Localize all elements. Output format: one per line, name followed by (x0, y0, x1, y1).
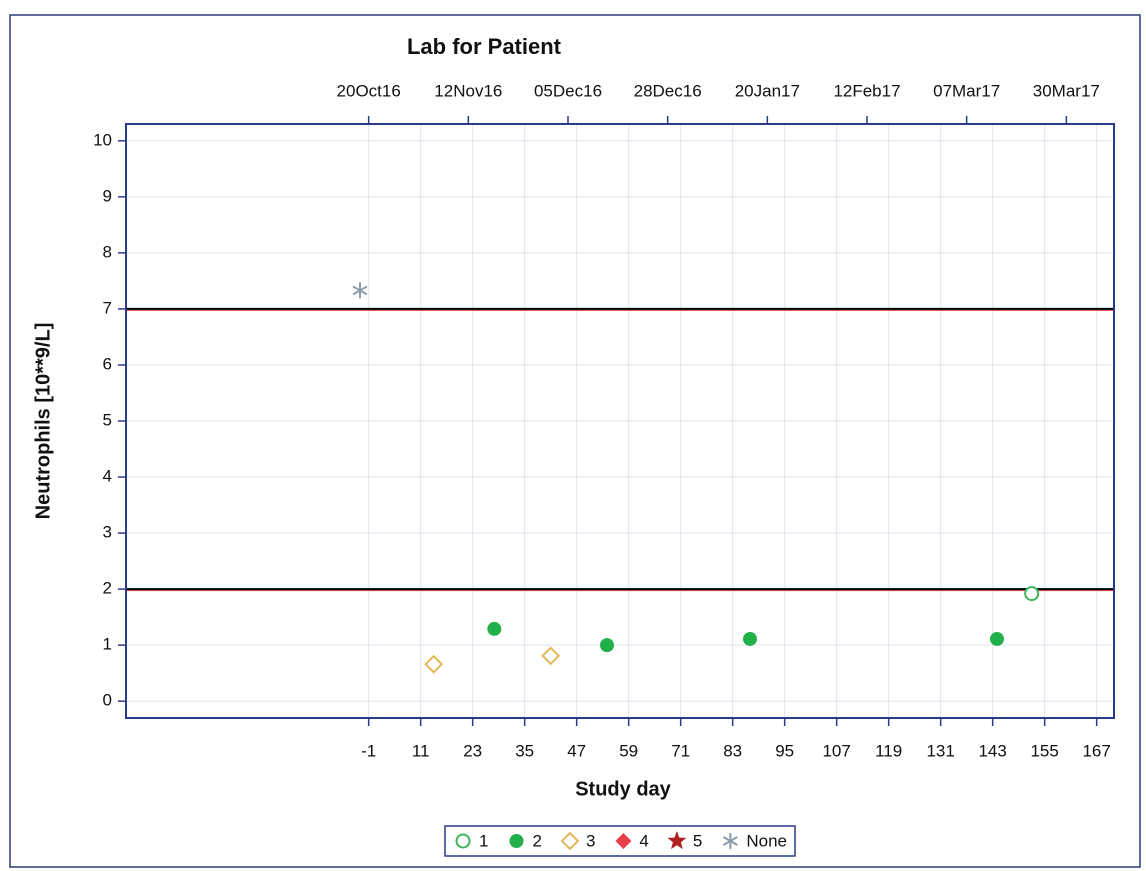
x-tick-label: 35 (515, 741, 534, 760)
legend-label: 2 (532, 831, 541, 850)
x2-tick-label: 05Dec16 (534, 81, 602, 100)
marker (487, 621, 502, 636)
x2-tick-label: 20Jan17 (735, 81, 800, 100)
y-tick-label: 3 (103, 523, 112, 542)
legend-marker (455, 833, 471, 849)
x-tick-label: 71 (671, 741, 690, 760)
outer-frame (9, 14, 1141, 868)
x-tick-label: 167 (1082, 741, 1110, 760)
x2-tick-label: 20Oct16 (337, 81, 401, 100)
x-tick-label: 119 (875, 741, 902, 760)
legend-label: None (746, 831, 787, 850)
marker (600, 638, 614, 653)
legend-marker (722, 833, 738, 849)
x2-tick-label: 07Mar17 (933, 81, 1000, 100)
y-tick-label: 0 (103, 691, 112, 710)
legend-label: 3 (586, 831, 595, 850)
y-tick-label: 8 (103, 242, 112, 261)
y-tick-label: 5 (103, 410, 112, 429)
x2-tick-label: 30Mar17 (1033, 81, 1100, 100)
x-tick-label: 95 (775, 741, 794, 760)
y-tick-label: 10 (93, 130, 112, 149)
marker (990, 631, 1004, 646)
x2-tick-label: 12Feb17 (833, 81, 900, 100)
legend-marker (667, 831, 687, 850)
y-tick-label: 1 (103, 635, 112, 654)
legend-label: 5 (693, 831, 702, 850)
x-tick-label: 23 (463, 741, 482, 760)
legend-label: 4 (639, 831, 648, 850)
x-tick-label: -1 (361, 741, 376, 760)
y-tick-label: 7 (103, 298, 112, 317)
x2-tick-label: 28Dec16 (634, 81, 702, 100)
marker (743, 631, 757, 646)
marker (352, 282, 368, 299)
legend-label: 1 (479, 831, 488, 850)
x-tick-label: 131 (926, 741, 954, 760)
x-axis-label: Study day (575, 778, 671, 800)
x-tick-label: 155 (1030, 741, 1058, 760)
legend-marker (509, 834, 524, 848)
marker (424, 654, 444, 674)
x-tick-label: 11 (412, 741, 430, 760)
y-tick-label: 2 (103, 579, 112, 598)
y-tick-label: 4 (103, 467, 112, 486)
x-tick-label: 83 (723, 741, 742, 760)
marker (1024, 586, 1040, 602)
legend-marker (615, 833, 632, 849)
x2-tick-label: 12Nov16 (434, 81, 502, 100)
y-tick-label: 9 (103, 186, 112, 205)
legend: 1 2 3 4 5 None (444, 825, 796, 857)
marker (541, 646, 561, 666)
x-tick-label: 47 (567, 741, 586, 760)
x-tick-label: 59 (619, 741, 638, 760)
x-tick-label: 143 (978, 741, 1006, 760)
y-tick-label: 6 (103, 354, 112, 373)
chart-title: Lab for Patient (407, 34, 562, 59)
legend-marker (560, 831, 580, 851)
y-axis-label: Neutrophils [10**9/L] (32, 323, 54, 520)
x-tick-label: 107 (822, 741, 850, 760)
